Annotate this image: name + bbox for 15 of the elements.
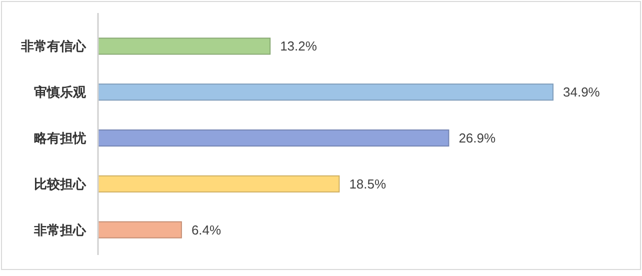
y-tick-label: 非常担心 [33, 222, 87, 238]
data-label: 34.9% [563, 84, 600, 100]
bar [98, 221, 182, 238]
data-label: 6.4% [191, 222, 222, 238]
bar [98, 129, 450, 147]
bar [98, 84, 554, 101]
data-label: 13.2% [280, 38, 318, 54]
data-label: 18.5% [349, 176, 386, 192]
y-tick-label: 审慎乐观 [34, 84, 87, 101]
y-tick-label: 非常有信心 [20, 38, 87, 55]
data-label: 26.9% [458, 130, 496, 146]
y-tick-label: 略有担忧 [34, 132, 87, 147]
bar [98, 38, 271, 55]
bar [98, 175, 340, 192]
y-tick-label: 比较担心 [34, 176, 87, 192]
